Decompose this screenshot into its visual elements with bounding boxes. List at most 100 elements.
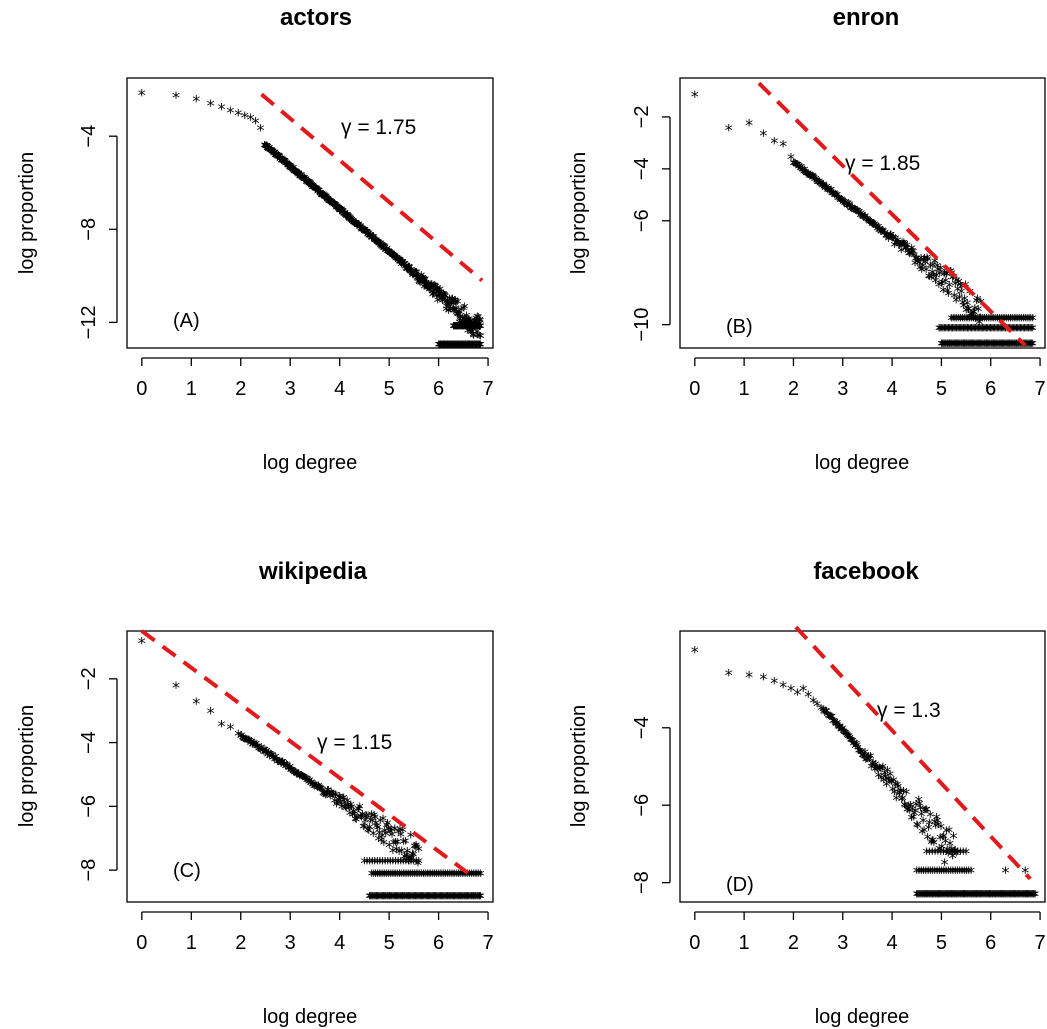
data-point: * bbox=[952, 846, 960, 865]
data-point: * bbox=[401, 888, 409, 907]
data-point: * bbox=[932, 818, 940, 837]
data-point: * bbox=[321, 785, 329, 804]
data-point: * bbox=[934, 844, 942, 863]
data-point: * bbox=[466, 337, 474, 356]
data-point: * bbox=[460, 337, 468, 356]
data-point: * bbox=[370, 888, 378, 907]
data-point: * bbox=[1026, 886, 1034, 905]
data-point: * bbox=[960, 310, 968, 329]
data-point: * bbox=[397, 254, 405, 273]
data-point: * bbox=[333, 199, 341, 218]
data-point: * bbox=[270, 145, 278, 164]
data-point: * bbox=[474, 337, 482, 356]
data-point: * bbox=[833, 715, 841, 734]
data-point: * bbox=[907, 798, 915, 817]
data-point: * bbox=[389, 248, 397, 267]
data-point: * bbox=[893, 235, 901, 254]
data-point: * bbox=[966, 321, 974, 340]
x-tick-label: 1 bbox=[739, 378, 750, 400]
data-point: * bbox=[921, 802, 929, 821]
data-point: * bbox=[391, 249, 399, 268]
data-point: * bbox=[309, 776, 317, 795]
data-point: * bbox=[875, 767, 883, 786]
data-point: * bbox=[965, 336, 973, 355]
data-point: * bbox=[357, 221, 365, 240]
data-point: * bbox=[262, 139, 270, 158]
data-point: * bbox=[335, 788, 343, 807]
data-point: * bbox=[395, 254, 403, 273]
data-point: * bbox=[303, 173, 311, 192]
data-point: * bbox=[402, 261, 410, 280]
data-point: * bbox=[349, 213, 357, 232]
data-point: * bbox=[469, 327, 477, 346]
data-point: * bbox=[804, 687, 812, 706]
data-point: * bbox=[370, 807, 378, 826]
data-point: * bbox=[866, 214, 874, 233]
data-point: * bbox=[961, 886, 969, 905]
data-point: * bbox=[369, 888, 377, 907]
data-point: * bbox=[376, 853, 384, 872]
data-point: * bbox=[1001, 886, 1009, 905]
data-point: * bbox=[928, 886, 936, 905]
data-point: * bbox=[861, 208, 869, 227]
data-point: * bbox=[403, 888, 411, 907]
data-point: * bbox=[862, 752, 870, 771]
data-point: * bbox=[1019, 321, 1027, 340]
data-point: * bbox=[846, 730, 854, 749]
data-point: * bbox=[896, 237, 904, 256]
data-point: * bbox=[863, 211, 871, 230]
data-point: * bbox=[397, 254, 405, 273]
data-point: * bbox=[286, 160, 294, 179]
data-point: * bbox=[858, 744, 866, 763]
data-point: * bbox=[842, 726, 850, 745]
data-point: * bbox=[745, 668, 753, 687]
data-points: ****************************************… bbox=[138, 633, 485, 907]
data-point: * bbox=[893, 777, 901, 796]
data-point: * bbox=[345, 800, 353, 819]
data-point: * bbox=[985, 321, 993, 340]
data-point: * bbox=[463, 318, 471, 337]
data-point: * bbox=[334, 200, 342, 219]
gamma-label: γ = 1.15 bbox=[317, 731, 392, 754]
data-point: * bbox=[449, 888, 457, 907]
data-point: * bbox=[327, 194, 335, 213]
data-point: * bbox=[400, 257, 408, 276]
data-point: * bbox=[370, 866, 378, 885]
data-point: * bbox=[827, 182, 835, 201]
data-point: * bbox=[996, 321, 1004, 340]
data-point: * bbox=[818, 177, 826, 196]
y-axis-label: log proportion bbox=[16, 705, 38, 827]
data-point: * bbox=[310, 779, 318, 798]
data-point: * bbox=[392, 251, 400, 270]
data-point: * bbox=[336, 790, 344, 809]
data-point: * bbox=[453, 866, 461, 885]
data-point: * bbox=[995, 321, 1003, 340]
x-tick-label: 7 bbox=[482, 932, 493, 954]
data-point: * bbox=[449, 866, 457, 885]
data-point: * bbox=[951, 336, 959, 355]
data-point: * bbox=[887, 774, 895, 793]
data-point: * bbox=[460, 866, 468, 885]
data-point: * bbox=[420, 279, 428, 298]
data-point: * bbox=[475, 318, 483, 337]
data-point: * bbox=[399, 866, 407, 885]
data-point: * bbox=[392, 841, 400, 860]
data-point: * bbox=[930, 835, 938, 854]
data-point: * bbox=[271, 148, 279, 167]
data-point: * bbox=[844, 196, 852, 215]
data-point: * bbox=[342, 801, 350, 820]
data-point: * bbox=[974, 886, 982, 905]
data-point: * bbox=[258, 742, 266, 761]
data-point: * bbox=[347, 211, 355, 230]
data-point: * bbox=[273, 149, 281, 168]
data-point: * bbox=[378, 238, 386, 257]
data-point: * bbox=[431, 283, 439, 302]
data-point: * bbox=[862, 212, 870, 231]
data-point: * bbox=[969, 336, 977, 355]
data-point: * bbox=[316, 185, 324, 204]
data-point: * bbox=[385, 244, 393, 263]
data-point: * bbox=[951, 276, 959, 295]
data-point: * bbox=[970, 886, 978, 905]
data-point: * bbox=[407, 827, 415, 846]
data-point: * bbox=[384, 853, 392, 872]
